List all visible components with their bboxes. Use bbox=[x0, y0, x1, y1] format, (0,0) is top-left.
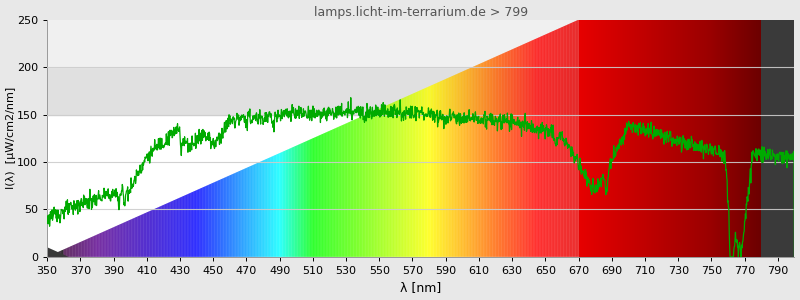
Title: lamps.licht-im-terrarium.de > 799: lamps.licht-im-terrarium.de > 799 bbox=[314, 6, 528, 19]
Bar bbox=[47, 20, 794, 67]
X-axis label: λ [nm]: λ [nm] bbox=[400, 281, 442, 294]
Y-axis label: I(λ)  [μW/cm2/nm]: I(λ) [μW/cm2/nm] bbox=[6, 87, 15, 189]
Polygon shape bbox=[47, 247, 69, 257]
Bar bbox=[47, 67, 794, 115]
